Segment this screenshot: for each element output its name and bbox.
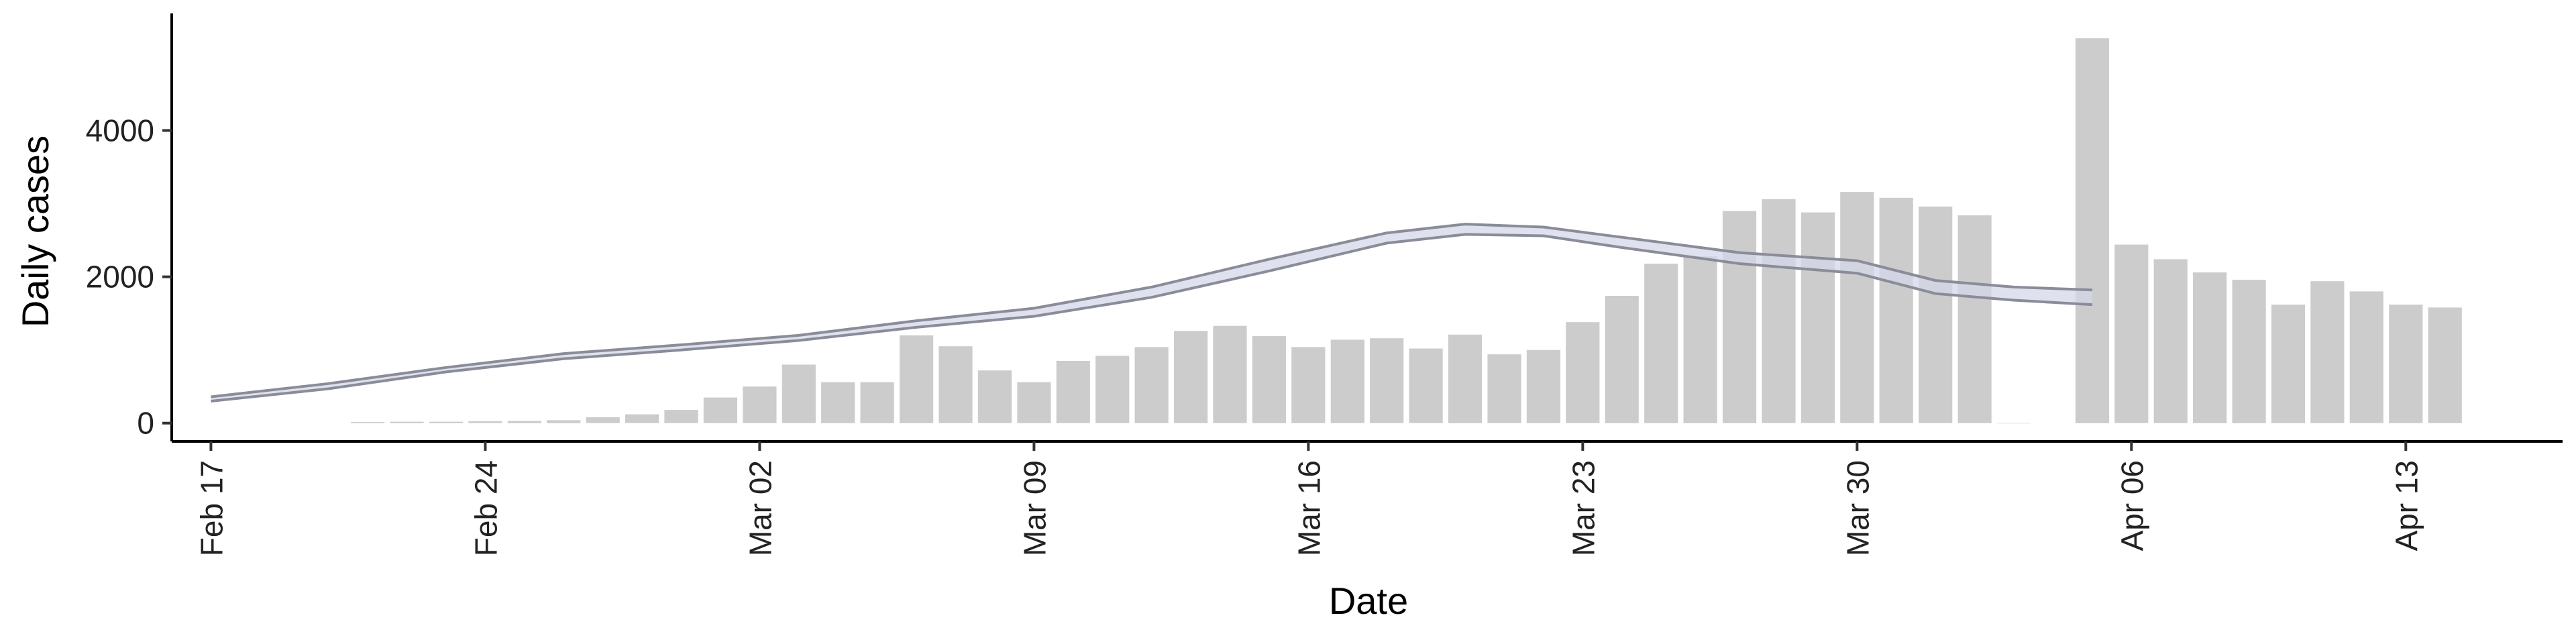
- bar: [860, 382, 894, 423]
- y-axis-title: Daily cases: [14, 136, 56, 327]
- bar: [1840, 192, 1874, 423]
- bar: [664, 410, 698, 423]
- bar: [1134, 347, 1169, 423]
- bar: [1174, 331, 1208, 423]
- bar: [2310, 281, 2345, 423]
- trend-upper-line: [211, 223, 2092, 398]
- bar: [1409, 348, 1443, 423]
- bar: [390, 421, 424, 423]
- bar: [1644, 264, 1678, 423]
- bar: [703, 397, 737, 423]
- bar: [1017, 382, 1051, 423]
- bar: [1487, 354, 1521, 423]
- bar: [1879, 197, 1913, 423]
- bar: [1683, 256, 1717, 423]
- x-tick-label: Apr 06: [2114, 460, 2149, 551]
- x-tick-label: Feb 24: [468, 460, 503, 556]
- bar: [938, 346, 973, 423]
- bar: [2271, 305, 2306, 423]
- bar: [1801, 212, 1835, 423]
- bar: [1762, 199, 1796, 423]
- bar: [1957, 215, 1992, 423]
- bar: [1566, 322, 1600, 423]
- bar: [2349, 291, 2383, 423]
- x-tick-label: Apr 13: [2389, 460, 2424, 551]
- bar: [586, 417, 620, 423]
- x-tick-label: Mar 02: [743, 460, 777, 556]
- y-tick-label: 4000: [86, 113, 154, 148]
- bar: [2075, 38, 2109, 423]
- bar: [2428, 307, 2462, 423]
- bar: [977, 370, 1012, 423]
- bar: [2232, 280, 2266, 423]
- bar: [2193, 272, 2227, 423]
- axes-layer: 0 2000 4000 Feb 17 Feb 24 Mar 02 Mar 09 Mar 16 M…: [86, 13, 2563, 556]
- x-tick-label: Mar 09: [1017, 460, 1052, 556]
- bar: [1095, 356, 1130, 423]
- bar: [429, 421, 464, 423]
- x-tick-label: Feb 17: [194, 460, 229, 556]
- bar: [900, 335, 934, 423]
- trend-layer: [211, 223, 2093, 402]
- x-tick-label: Mar 30: [1840, 460, 1875, 556]
- bar: [351, 422, 385, 423]
- bar: [1605, 296, 1639, 423]
- bar: [1252, 336, 1286, 423]
- bar: [1330, 339, 1364, 423]
- bar: [2153, 259, 2188, 423]
- bar: [507, 421, 541, 423]
- trend-lower-line: [211, 233, 2093, 402]
- bar: [821, 382, 855, 423]
- bar: [547, 420, 581, 423]
- bar: [468, 421, 502, 423]
- bar: [743, 386, 777, 423]
- bar: [782, 364, 816, 423]
- bars-layer: [351, 38, 2462, 424]
- bar: [1919, 206, 1953, 423]
- bar: [1448, 334, 1483, 423]
- bar: [625, 414, 659, 423]
- bar: [1291, 347, 1326, 423]
- x-tick-label: Mar 16: [1291, 460, 1326, 556]
- bar: [1370, 338, 1404, 423]
- y-tick-label: 0: [137, 406, 154, 441]
- bar: [2389, 305, 2423, 423]
- x-tick-label: Mar 23: [1566, 460, 1601, 556]
- bar: [1526, 350, 1560, 423]
- x-axis-title: Date: [1329, 580, 1408, 622]
- bar: [1722, 211, 1757, 423]
- bar: [2114, 244, 2149, 423]
- y-tick-label: 2000: [86, 260, 154, 294]
- bar: [1996, 423, 2031, 424]
- bar: [1213, 325, 1247, 423]
- bar: [1056, 361, 1090, 423]
